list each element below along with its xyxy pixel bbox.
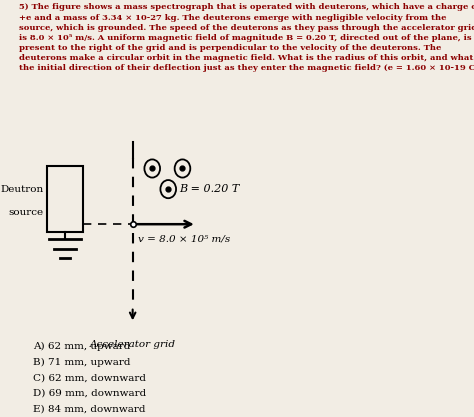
Bar xyxy=(47,166,83,232)
Text: Accelerator grid: Accelerator grid xyxy=(90,340,176,349)
Text: Deutron: Deutron xyxy=(0,185,44,194)
Text: B = 0.20 T: B = 0.20 T xyxy=(180,184,240,194)
Text: v = 8.0 × 10⁵ m/s: v = 8.0 × 10⁵ m/s xyxy=(138,234,230,244)
Text: A) 62 mm, upward: A) 62 mm, upward xyxy=(33,342,130,351)
Text: D) 69 mm, downward: D) 69 mm, downward xyxy=(33,389,146,398)
Text: 5) The figure shows a mass spectrograph that is operated with deuterons, which h: 5) The figure shows a mass spectrograph … xyxy=(19,3,474,72)
Text: E) 84 mm, downward: E) 84 mm, downward xyxy=(33,404,146,414)
Text: C) 62 mm, downward: C) 62 mm, downward xyxy=(33,373,146,382)
Text: B) 71 mm, upward: B) 71 mm, upward xyxy=(33,357,130,367)
Text: source: source xyxy=(9,208,44,217)
